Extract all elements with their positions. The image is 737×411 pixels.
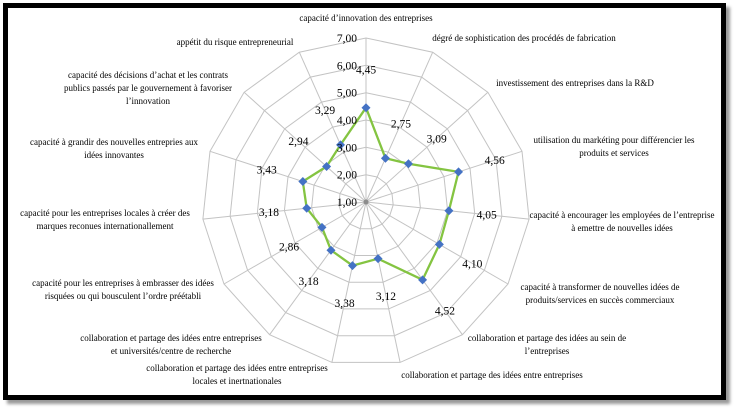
data-point-marker: [336, 140, 346, 150]
category-label: utilisation du markéting pour différenci…: [533, 135, 695, 145]
radar-grid-ring: [229, 64, 503, 337]
tick-label: 5,00: [337, 88, 357, 100]
tick-label: 1,00: [337, 197, 357, 209]
radar-spoke: [331, 201, 367, 363]
radar-spoke: [365, 150, 523, 203]
data-point-marker: [298, 176, 308, 186]
category-label: idées innovantes: [84, 150, 144, 160]
radar-grid-ring: [338, 174, 394, 230]
data-label: 3,09: [427, 133, 447, 145]
category-label: l’entreprises: [525, 346, 570, 356]
data-point-marker: [444, 206, 454, 216]
data-label: 4,56: [485, 155, 505, 167]
category-label: capacité pour les entreprises à embrasse…: [32, 278, 214, 288]
data-label: 2,86: [279, 241, 299, 253]
data-point-marker: [326, 245, 336, 255]
category-label: à emettre de nouvelles idées: [571, 223, 673, 233]
category-label: publics passés par le gouvernement à fav…: [64, 83, 232, 93]
category-labels: capacité d’innovation des entreprises dég…: [20, 13, 714, 386]
category-label: collaboration et partage des idées entre…: [146, 363, 328, 373]
data-label: 2,94: [288, 136, 308, 148]
data-point-markers: [298, 103, 464, 285]
axis-tick-labels: 1,00 2,00 3,00 4,00 5,00 6,00 7,00: [337, 33, 357, 209]
radar-gridlines: [202, 37, 530, 363]
data-point-marker: [322, 162, 332, 172]
radar-spoke: [365, 201, 401, 363]
category-label: collaboration et partage des idées entre…: [80, 333, 262, 343]
category-label: produits et services: [579, 148, 649, 158]
category-label: capacité à transformer de nouvelles idée…: [521, 282, 680, 292]
category-label: capacité à encourager les employées de l…: [530, 210, 715, 220]
data-label: 3,12: [376, 291, 396, 303]
category-label: produits/services en succès commerciaux: [526, 295, 675, 305]
data-label: 3,18: [259, 207, 279, 219]
data-point-marker: [380, 153, 390, 163]
data-value-labels: 4,45 2,75 3,09 4,56 4,05 4,10 4,52 3,12 3,38 3,18…: [257, 65, 505, 318]
category-label: collaboration et partage des idées au se…: [468, 333, 626, 343]
data-label: 3,43: [257, 165, 277, 177]
data-point-marker: [317, 222, 327, 232]
radar-center-dot: [363, 199, 369, 205]
radar-spoke: [365, 201, 463, 335]
data-label: 4,05: [477, 210, 497, 222]
data-label: 4,10: [462, 258, 482, 270]
data-point-marker: [347, 261, 357, 271]
category-label: investissement des entreprises dans la R…: [496, 78, 654, 88]
radar-spoke: [298, 51, 367, 203]
category-label: appétit du risque entrepreneurial: [177, 37, 294, 47]
data-label: 3,38: [335, 298, 355, 310]
tick-label: 3,00: [337, 142, 357, 154]
radar-spoke: [202, 201, 367, 220]
radar-spoke: [365, 51, 434, 203]
radar-spoke: [209, 150, 367, 203]
category-label: marques reconues internationallement: [37, 221, 174, 231]
tick-label: 7,00: [337, 33, 357, 45]
category-label: et universités/centre de recherche: [111, 346, 231, 356]
data-label: 4,52: [435, 306, 455, 318]
data-label: 4,45: [356, 65, 376, 77]
radar-grid-ring: [311, 146, 421, 256]
data-label: 3,18: [299, 276, 319, 288]
data-point-marker: [361, 103, 371, 113]
tick-label: 6,00: [337, 60, 357, 72]
category-label: capacité d’innovation des entreprises: [299, 13, 433, 23]
data-point-marker: [302, 203, 312, 213]
data-series-polygon: [301, 106, 460, 281]
category-label: collaboration et partage des idées entre…: [401, 370, 583, 380]
radar-grid-ring: [202, 37, 530, 363]
radar-spoke: [243, 91, 367, 203]
radar-spoke: [223, 201, 367, 285]
data-point-marker: [373, 254, 383, 264]
tick-label: 2,00: [337, 170, 357, 182]
category-label: locales et inertnationales: [193, 376, 282, 386]
tick-label: 4,00: [337, 115, 357, 127]
data-label: 3,29: [315, 105, 335, 117]
radar-grid-ring: [256, 92, 476, 310]
data-label: 2,75: [391, 119, 411, 131]
radar-spoke: [269, 201, 367, 335]
data-point-marker: [454, 167, 464, 177]
category-label: dégré de sophistication des procédés de …: [432, 33, 616, 43]
category-label: capacité pour les entreprises locales à …: [20, 208, 190, 218]
data-point-marker: [434, 239, 444, 249]
radar-spoke: [365, 91, 489, 203]
data-point-marker: [418, 275, 428, 285]
data-point-marker: [403, 159, 413, 169]
radar-grid-ring: [283, 119, 449, 283]
category-label: risquées ou qui bousculent l’ordre préét…: [45, 291, 202, 301]
category-label: capacité des décisions d’achat et les co…: [68, 70, 228, 80]
category-label: capacité à grandir des nouvelles entrepr…: [30, 137, 198, 147]
category-label: l’innovation: [126, 96, 170, 106]
